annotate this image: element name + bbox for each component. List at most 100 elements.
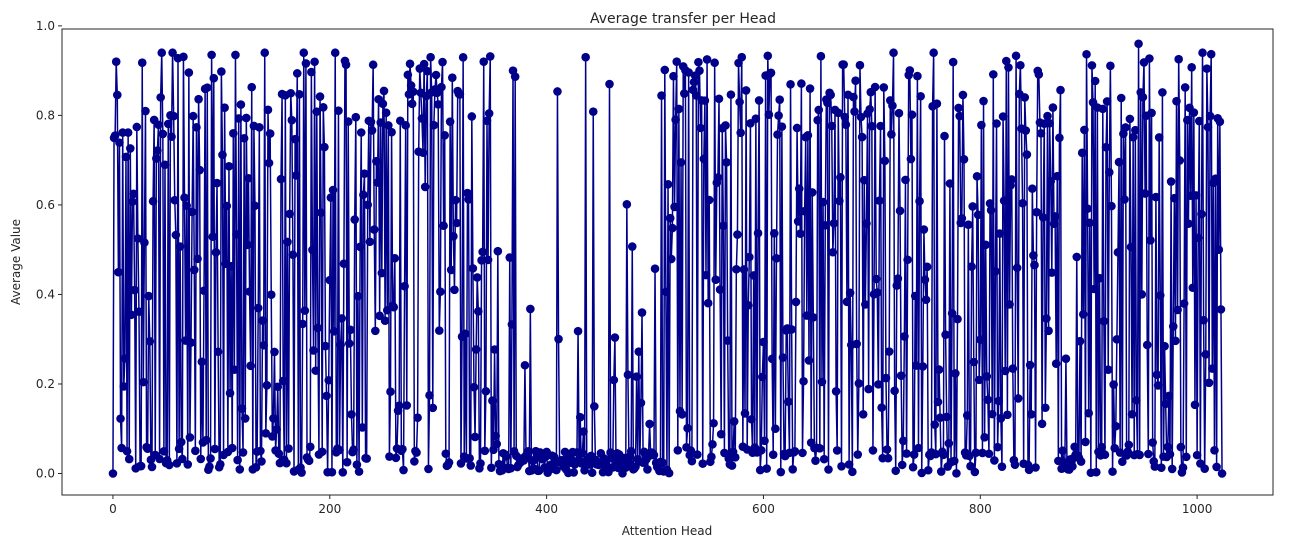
data-point xyxy=(185,433,195,442)
data-point xyxy=(488,396,497,406)
data-point xyxy=(649,450,659,460)
data-point xyxy=(955,111,964,121)
data-point xyxy=(465,453,474,463)
data-point xyxy=(1108,467,1117,476)
data-point xyxy=(126,144,135,153)
data-point xyxy=(318,102,328,112)
data-point xyxy=(888,101,897,110)
data-point xyxy=(356,128,366,137)
data-point xyxy=(818,197,828,207)
y-tick-label: 0.0 xyxy=(36,467,55,481)
data-point xyxy=(845,288,855,298)
data-point xyxy=(1101,142,1111,152)
data-point xyxy=(428,403,438,413)
data-point xyxy=(123,128,133,137)
data-point xyxy=(875,196,884,205)
data-point xyxy=(171,230,181,240)
data-point xyxy=(229,129,238,138)
data-point xyxy=(469,382,479,392)
data-point xyxy=(942,412,951,422)
data-point xyxy=(840,112,850,122)
data-point xyxy=(282,458,291,468)
data-point xyxy=(464,195,473,204)
data-point xyxy=(988,70,998,79)
data-point xyxy=(1070,442,1079,452)
data-point xyxy=(1214,245,1224,254)
data-point xyxy=(189,265,199,275)
data-point xyxy=(298,319,307,329)
data-point xyxy=(210,444,220,454)
data-point xyxy=(217,67,226,76)
data-point xyxy=(672,57,682,66)
data-point xyxy=(260,48,270,58)
data-point xyxy=(1194,116,1204,126)
data-point xyxy=(879,83,889,92)
data-point xyxy=(796,229,805,238)
data-point xyxy=(769,229,779,238)
data-point xyxy=(1165,449,1175,459)
data-point xyxy=(335,445,344,455)
data-point xyxy=(1031,463,1040,472)
data-point xyxy=(901,175,910,185)
data-point xyxy=(1121,123,1130,132)
data-point xyxy=(935,413,945,423)
data-point xyxy=(360,169,369,178)
data-point xyxy=(1072,252,1082,262)
data-point xyxy=(1188,283,1198,293)
data-point xyxy=(804,356,814,365)
data-point xyxy=(711,275,721,285)
data-point xyxy=(456,459,466,468)
data-point xyxy=(256,446,265,456)
data-point xyxy=(1216,305,1226,314)
data-point xyxy=(799,376,808,386)
data-point xyxy=(609,375,619,385)
data-point xyxy=(245,287,254,296)
data-point xyxy=(836,173,845,182)
data-point xyxy=(412,448,421,457)
data-point xyxy=(969,357,979,367)
data-point xyxy=(1167,464,1177,474)
data-point xyxy=(195,165,204,175)
data-point xyxy=(884,347,894,356)
data-point xyxy=(719,221,728,231)
data-point xyxy=(764,110,774,119)
data-point xyxy=(265,129,275,138)
data-point xyxy=(420,182,430,192)
data-point xyxy=(575,412,585,422)
data-point xyxy=(207,50,216,60)
data-point xyxy=(1003,410,1012,420)
data-point xyxy=(1012,263,1022,273)
data-point xyxy=(707,452,716,462)
data-point xyxy=(1115,448,1125,457)
data-point xyxy=(122,446,132,456)
data-point xyxy=(1085,218,1095,228)
data-point xyxy=(1020,93,1030,102)
data-point xyxy=(353,291,363,301)
data-point xyxy=(1026,410,1036,419)
data-point xyxy=(1179,299,1189,308)
data-point xyxy=(632,372,641,381)
data-point xyxy=(964,220,973,229)
data-point xyxy=(1076,457,1086,466)
data-point xyxy=(165,460,174,470)
data-point xyxy=(893,274,903,283)
series-line xyxy=(112,43,1223,474)
data-point xyxy=(786,80,795,89)
data-point xyxy=(186,338,196,347)
data-point xyxy=(1102,97,1112,106)
data-point xyxy=(994,396,1004,406)
data-point xyxy=(230,365,239,374)
data-point xyxy=(417,114,427,123)
data-point xyxy=(233,455,242,465)
data-point xyxy=(871,274,881,284)
data-point xyxy=(197,357,207,367)
x-axis: 0 200 400 600 800 1000 xyxy=(109,495,1212,516)
data-point xyxy=(121,152,131,162)
data-point xyxy=(347,410,356,419)
data-point xyxy=(351,112,361,122)
data-point xyxy=(160,160,170,170)
y-tick-label: 0.6 xyxy=(36,198,55,212)
data-point xyxy=(1022,150,1032,159)
data-point xyxy=(867,121,877,131)
data-point xyxy=(844,460,854,469)
